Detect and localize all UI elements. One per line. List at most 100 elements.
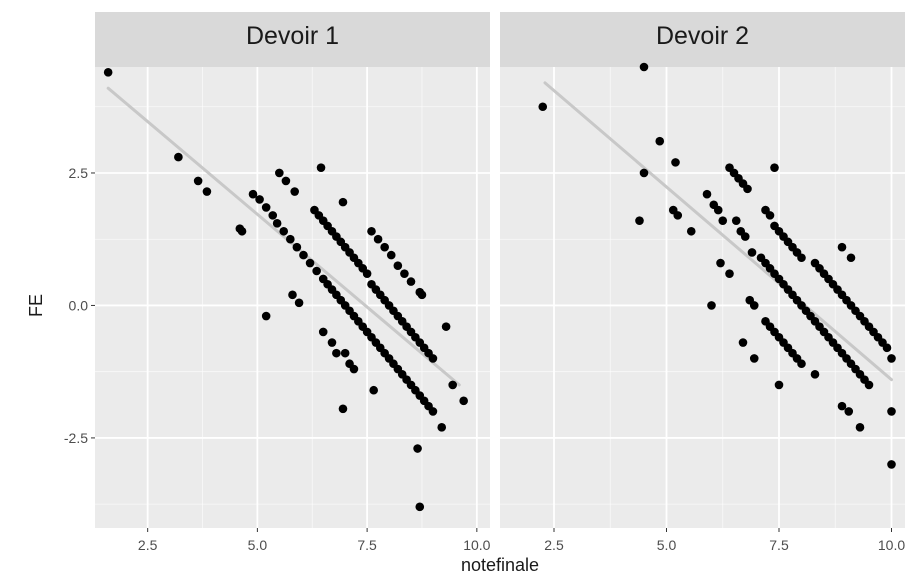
- data-point: [707, 301, 716, 310]
- data-point: [740, 232, 750, 241]
- x-tick-label: 2.5: [138, 537, 158, 553]
- data-point: [406, 277, 416, 286]
- x-tick-label: 5.0: [248, 537, 268, 553]
- data-point: [428, 407, 438, 416]
- data-point: [417, 290, 427, 300]
- data-point: [174, 152, 183, 162]
- data-point: [369, 385, 378, 395]
- data-point: [286, 234, 295, 244]
- data-point: [686, 226, 696, 236]
- data-point: [725, 269, 734, 278]
- data-point: [864, 380, 874, 390]
- y-tick-label: 2.5: [69, 165, 89, 181]
- data-point: [299, 250, 308, 260]
- data-point: [718, 216, 728, 225]
- data-point: [332, 348, 341, 358]
- data-point: [288, 290, 297, 300]
- data-point: [635, 216, 644, 225]
- data-point: [393, 261, 403, 271]
- data-point: [268, 211, 278, 220]
- facet-title: Devoir 2: [656, 22, 749, 50]
- data-point: [275, 168, 284, 178]
- data-point: [716, 258, 725, 268]
- data-point: [327, 338, 337, 347]
- data-point: [338, 404, 348, 414]
- data-point: [459, 396, 468, 406]
- data-point: [380, 242, 389, 252]
- x-tick-label: 10.0: [878, 537, 905, 553]
- data-point: [193, 176, 203, 186]
- data-point: [373, 234, 383, 244]
- data-point: [797, 253, 806, 263]
- data-point: [655, 136, 665, 146]
- data-point: [770, 163, 779, 172]
- data-point: [441, 322, 451, 331]
- x-tick-label: 10.0: [463, 537, 490, 553]
- y-axis-title: FE: [26, 294, 46, 317]
- data-point: [272, 219, 282, 228]
- y-tick-label: -2.5: [64, 430, 88, 446]
- data-point: [437, 423, 447, 432]
- data-point: [810, 370, 820, 379]
- data-point: [237, 226, 247, 236]
- facet-title: Devoir 1: [246, 22, 339, 50]
- data-point: [887, 460, 896, 469]
- data-point: [279, 226, 289, 236]
- data-point: [248, 189, 258, 199]
- facet-strip: [500, 12, 905, 67]
- data-point: [400, 269, 409, 278]
- data-point: [202, 187, 212, 196]
- data-point: [349, 364, 359, 374]
- data-point: [428, 354, 438, 363]
- x-tick-label: 5.0: [657, 537, 677, 553]
- data-point: [837, 401, 847, 411]
- data-point: [639, 62, 649, 72]
- data-point: [318, 327, 328, 337]
- data-point: [639, 168, 649, 178]
- data-point: [738, 338, 748, 347]
- x-axis-title: notefinale: [461, 555, 539, 575]
- data-point: [340, 348, 350, 358]
- data-point: [367, 226, 376, 236]
- data-point: [103, 67, 113, 77]
- data-point: [292, 242, 302, 252]
- data-point: [305, 258, 315, 268]
- data-point: [294, 298, 304, 308]
- data-point: [887, 354, 896, 363]
- data-point: [290, 187, 299, 196]
- data-point: [338, 197, 348, 207]
- panel-2: Devoir 2 2.5 5.0 7.5 10.0: [500, 12, 905, 553]
- data-point: [413, 444, 422, 453]
- trend-line: [106, 86, 461, 387]
- facet-strip: [95, 12, 490, 67]
- data-point: [882, 343, 892, 353]
- data-point: [837, 242, 847, 252]
- data-point: [255, 195, 264, 204]
- data-point: [749, 301, 759, 310]
- data-point: [386, 250, 396, 260]
- data-point: [312, 266, 321, 276]
- data-point: [774, 380, 784, 390]
- data-point: [797, 359, 806, 369]
- data-point: [538, 102, 548, 112]
- data-point: [855, 423, 865, 432]
- x-tick-label: 7.5: [769, 537, 789, 553]
- data-point: [362, 269, 372, 278]
- data-point: [765, 211, 775, 220]
- panel-background: [500, 67, 905, 528]
- data-point: [743, 184, 752, 194]
- x-tick-label: 7.5: [357, 537, 377, 553]
- data-point: [281, 176, 291, 186]
- trend-line: [543, 81, 893, 382]
- data-point: [731, 216, 741, 225]
- data-point: [415, 502, 425, 512]
- data-point: [673, 211, 683, 220]
- data-point: [749, 354, 759, 363]
- data-point: [261, 311, 271, 321]
- data-point: [448, 380, 457, 390]
- y-tick-label: 0.0: [69, 297, 89, 313]
- data-point: [671, 158, 680, 167]
- data-point: [702, 189, 712, 199]
- data-point: [713, 205, 723, 215]
